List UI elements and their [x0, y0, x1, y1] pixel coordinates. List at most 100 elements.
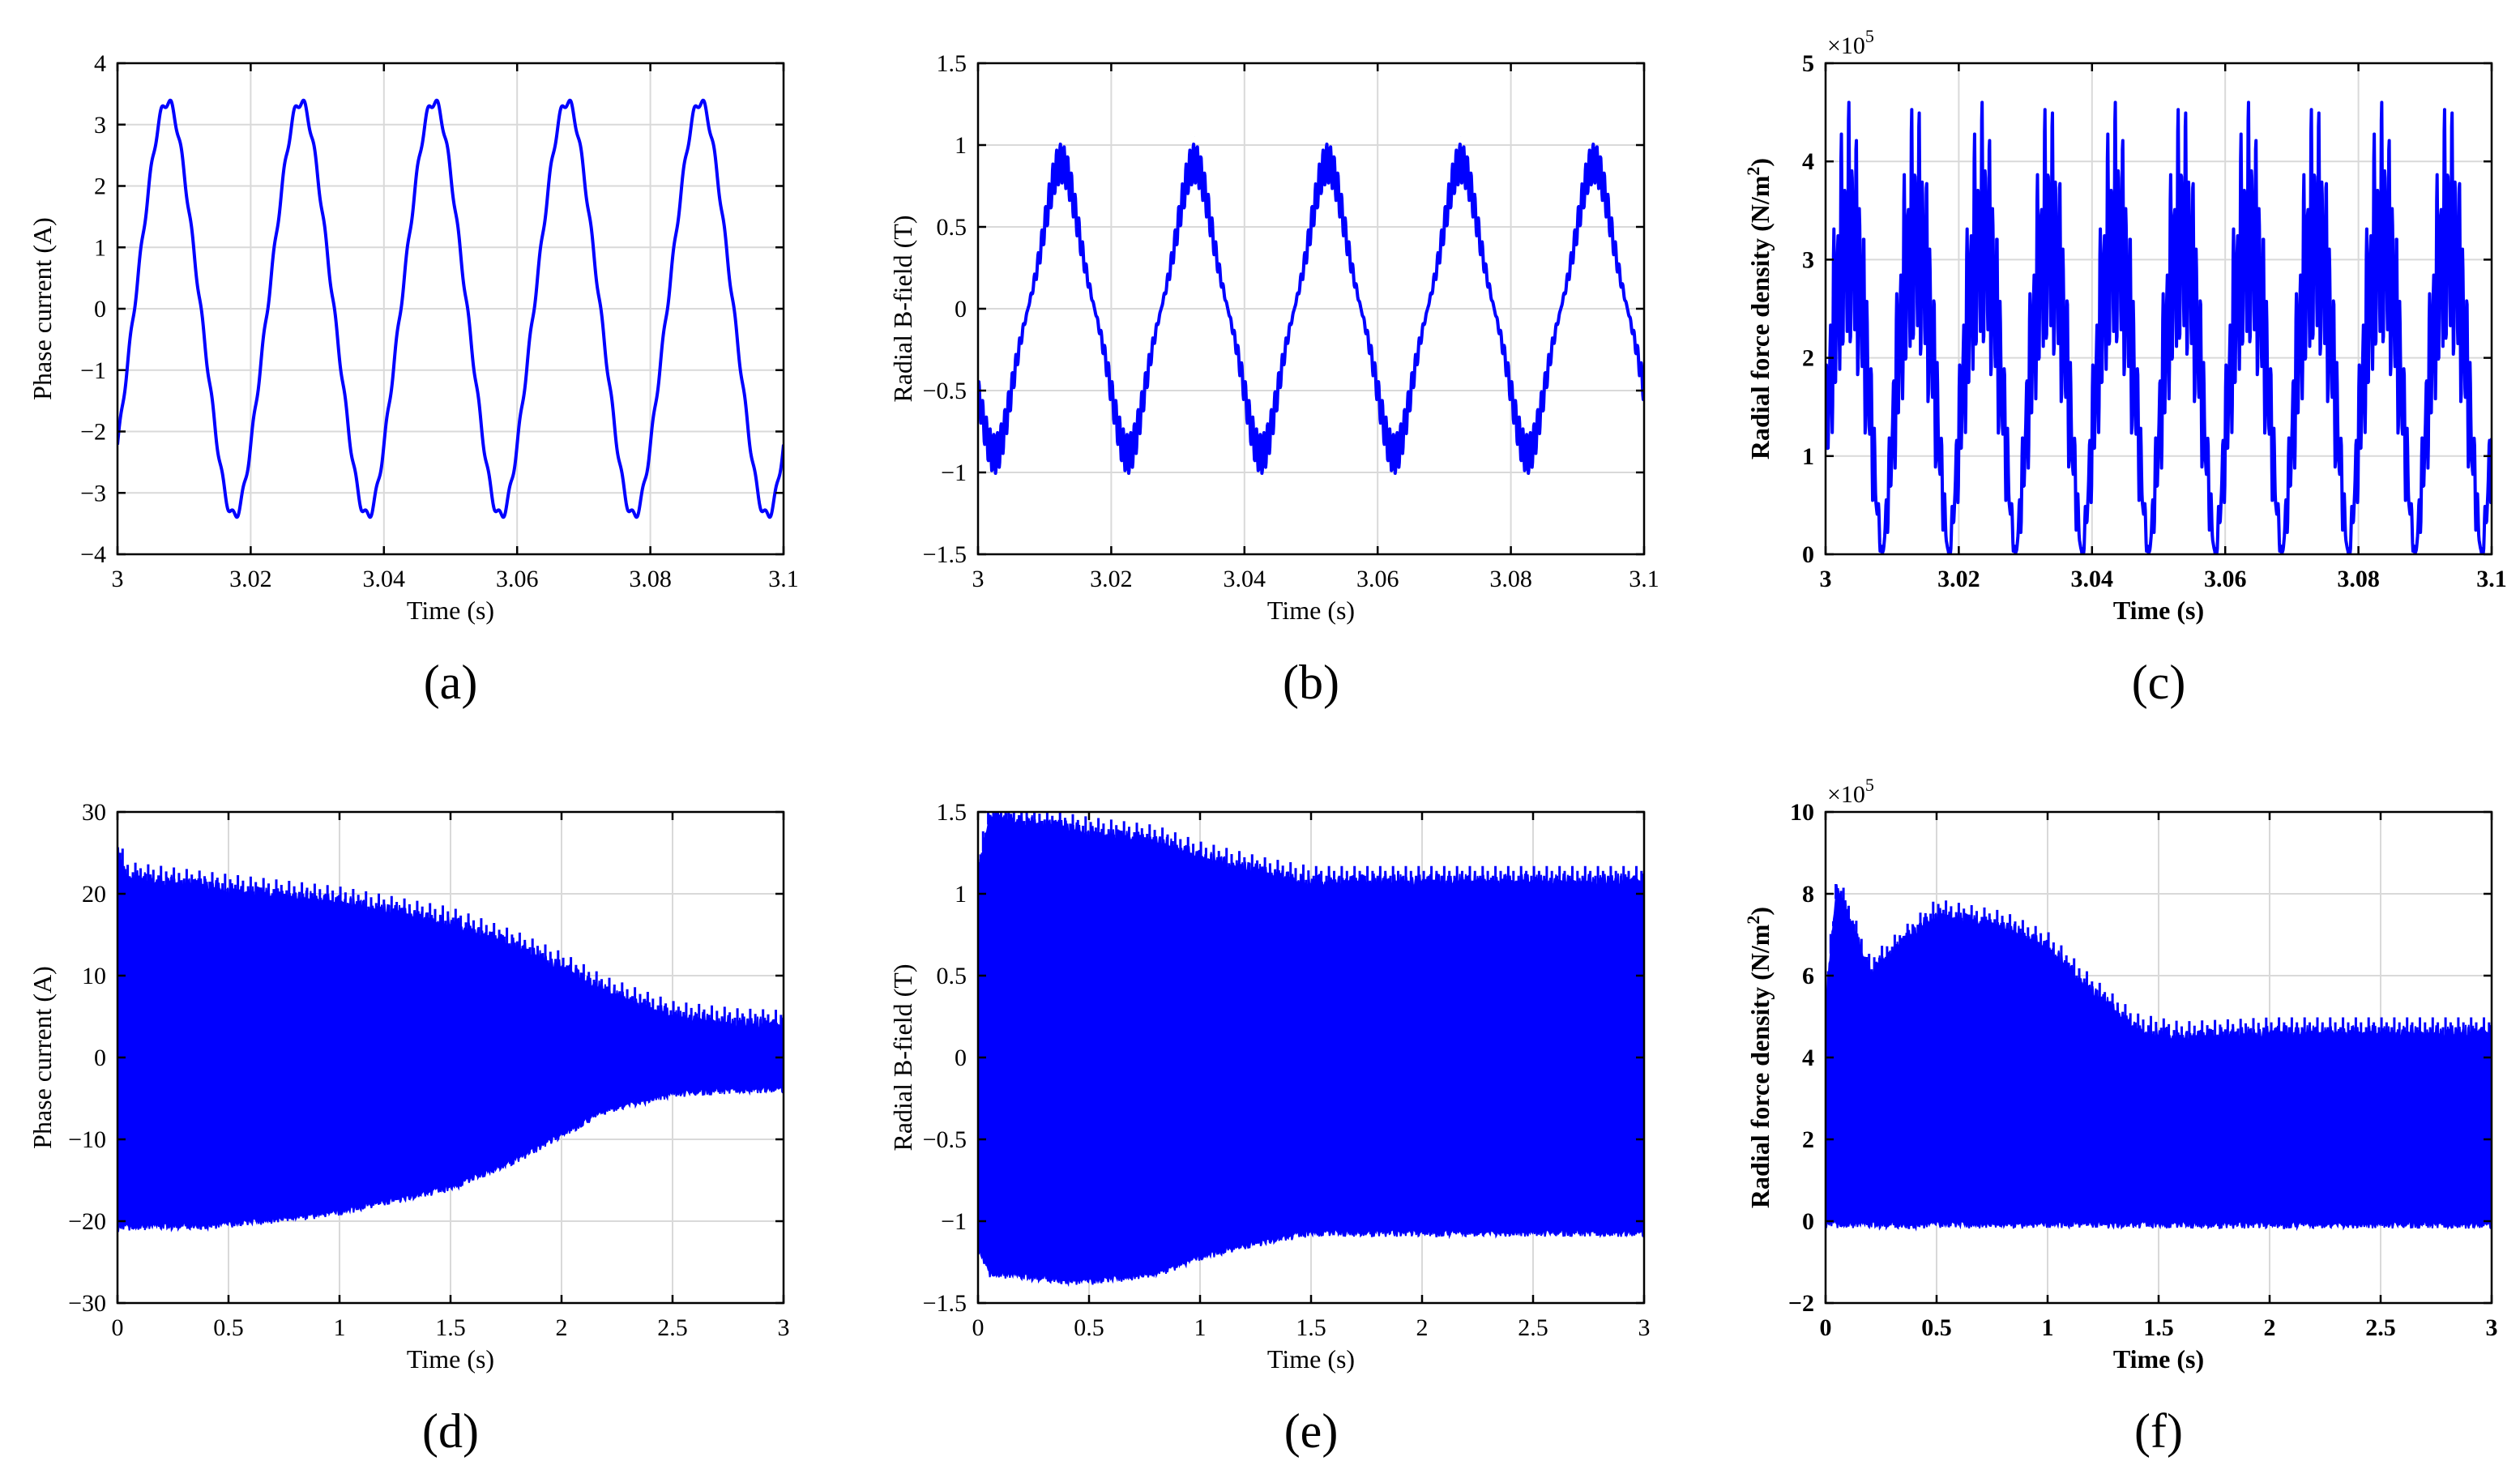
y-tick-label: −4 — [80, 541, 106, 568]
x-tick-label: 0.5 — [213, 1314, 244, 1341]
y-tick-label: 1 — [955, 881, 967, 908]
y-exponent-base: ×10 — [1827, 32, 1865, 59]
series-line — [978, 142, 1644, 476]
x-tick-label: 2.5 — [2365, 1314, 2396, 1341]
y-axis-label: Radial force density (N/m2) — [1743, 907, 1775, 1208]
y-tick-label: 0 — [955, 296, 967, 323]
x-tick-label: 0.5 — [1074, 1314, 1104, 1341]
y-axis-label-main: Radial force density (N/m — [1745, 924, 1775, 1208]
y-tick-label: 6 — [1802, 963, 1814, 989]
x-tick-label: 3 — [1638, 1314, 1651, 1341]
x-tick-label: 1 — [2042, 1314, 2054, 1341]
y-axis-label-main: Radial force density (N/m — [1745, 175, 1775, 459]
x-tick-label: 3.1 — [1629, 566, 1659, 592]
y-tick-label: 1.5 — [937, 799, 967, 826]
y-exponent-base: ×10 — [1827, 781, 1865, 808]
x-tick-label: 3.1 — [768, 566, 799, 592]
panel-caption: (e) — [1284, 1404, 1339, 1458]
panel-e: 0 0.5 1 1.5 2 2.5 3 −1.5 −1 −0.5 0 0.5 1 1.5 Time (s) R… — [888, 799, 1651, 1458]
y-tick-label: 2 — [1802, 1126, 1814, 1153]
y-tick-label: −1.5 — [923, 1290, 967, 1317]
series-line — [1826, 100, 2492, 554]
x-tick-label: 2 — [1416, 1314, 1429, 1341]
y-tick-label: −1 — [80, 357, 106, 384]
y-exponent: ×105 — [1827, 26, 1874, 59]
x-tick-label: 3.06 — [1356, 566, 1399, 592]
x-axis-label: Time (s) — [2113, 596, 2204, 625]
axes-box — [1824, 62, 2493, 556]
x-tick-label: 3 — [1820, 566, 1832, 592]
y-tick-label: 10 — [1790, 799, 1814, 826]
y-tick-label: 1.5 — [937, 50, 967, 77]
y-tick-label: −0.5 — [923, 378, 967, 404]
y-tick-label: −1 — [941, 1208, 967, 1235]
y-tick-label: 3 — [1802, 246, 1814, 273]
y-axis-label-sup: 2 — [1743, 167, 1763, 176]
y-tick-label: 0 — [94, 1045, 106, 1071]
y-tick-label: 10 — [82, 963, 106, 989]
x-tick-label: 1 — [1194, 1314, 1207, 1341]
y-tick-label: −10 — [68, 1126, 106, 1153]
y-tick-label: 1 — [1802, 443, 1814, 470]
panel-a: 3 3.02 3.04 3.06 3.08 3.1 −4 −3 −2 −1 0 1 2 3 4 Time (s… — [28, 50, 799, 709]
y-tick-label: −2 — [80, 419, 106, 446]
y-tick-label: −0.5 — [923, 1126, 967, 1153]
x-tick-label: 3 — [2486, 1314, 2498, 1341]
panel-d: 0 0.5 1 1.5 2 2.5 3 −30 −20 −10 0 10 20 30 Time (s) Pha… — [28, 799, 790, 1458]
y-exponent-power: 5 — [1865, 775, 1874, 795]
y-tick-label: 8 — [1802, 881, 1814, 908]
panel-caption: (d) — [422, 1404, 479, 1458]
series-f — [1826, 884, 2492, 1232]
x-tick-label: 3.04 — [2071, 566, 2114, 592]
x-tick-label: 3 — [972, 566, 985, 592]
x-tick-label: 1.5 — [2143, 1314, 2174, 1341]
x-tick-label: 2 — [2264, 1314, 2276, 1341]
y-tick-label: 0 — [1802, 1208, 1814, 1235]
y-tick-label: 0.5 — [937, 214, 967, 241]
series-line — [117, 98, 784, 519]
y-axis-label: Radial B-field (T) — [888, 215, 917, 402]
series-d — [117, 847, 784, 1233]
y-tick-label: 30 — [82, 799, 106, 826]
x-tick-label: 3 — [112, 566, 124, 592]
panel-caption: (b) — [1283, 656, 1339, 709]
y-exponent-power: 5 — [1865, 26, 1874, 46]
y-tick-label: −30 — [68, 1290, 106, 1317]
x-axis-label: Time (s) — [407, 1344, 494, 1374]
y-tick-label: −3 — [80, 480, 106, 506]
x-tick-label: 3.06 — [496, 566, 539, 592]
series-c — [1826, 100, 2492, 554]
x-tick-label: 3.1 — [2476, 566, 2507, 592]
panel-b: 3 3.02 3.04 3.06 3.08 3.1 −1.5 −1 −0.5 0 0.5 1 1.5 Ti… — [888, 50, 1659, 709]
y-axis-label: Radial force density (N/m2) — [1743, 158, 1775, 459]
panel-caption: (c) — [2132, 656, 2186, 709]
y-axis-label: Phase current (A) — [28, 217, 57, 400]
y-tick-label: 5 — [1802, 50, 1814, 77]
y-axis-label-sup: 2 — [1743, 916, 1763, 925]
x-tick-label: 2.5 — [657, 1314, 688, 1341]
y-tick-label: 4 — [1802, 148, 1814, 175]
x-tick-label: 0.5 — [1921, 1314, 1952, 1341]
y-tick-label: 4 — [94, 50, 106, 77]
series-spikes — [979, 812, 1643, 886]
x-tick-label: 1.5 — [435, 1314, 466, 1341]
x-axis-label: Time (s) — [407, 596, 494, 625]
y-axis-label: Phase current (A) — [28, 966, 57, 1149]
x-tick-label: 3.06 — [2204, 566, 2247, 592]
y-tick-label: −2 — [1788, 1290, 1814, 1317]
y-tick-label: 1 — [94, 234, 106, 261]
x-axis-label: Time (s) — [1267, 596, 1355, 625]
panel-caption: (f) — [2134, 1404, 2183, 1458]
x-tick-label: 3.08 — [1489, 566, 1532, 592]
y-tick-label: 20 — [82, 881, 106, 908]
y-axis-label: Radial B-field (T) — [888, 963, 917, 1151]
x-tick-label: 3.02 — [1937, 566, 1980, 592]
series-b — [978, 136, 1644, 476]
x-axis-label: Time (s) — [1267, 1344, 1355, 1374]
y-tick-label: 0 — [94, 296, 106, 323]
x-tick-label: 0 — [1820, 1314, 1832, 1341]
panel-caption: (a) — [424, 656, 478, 709]
y-tick-label: 1 — [955, 132, 967, 159]
